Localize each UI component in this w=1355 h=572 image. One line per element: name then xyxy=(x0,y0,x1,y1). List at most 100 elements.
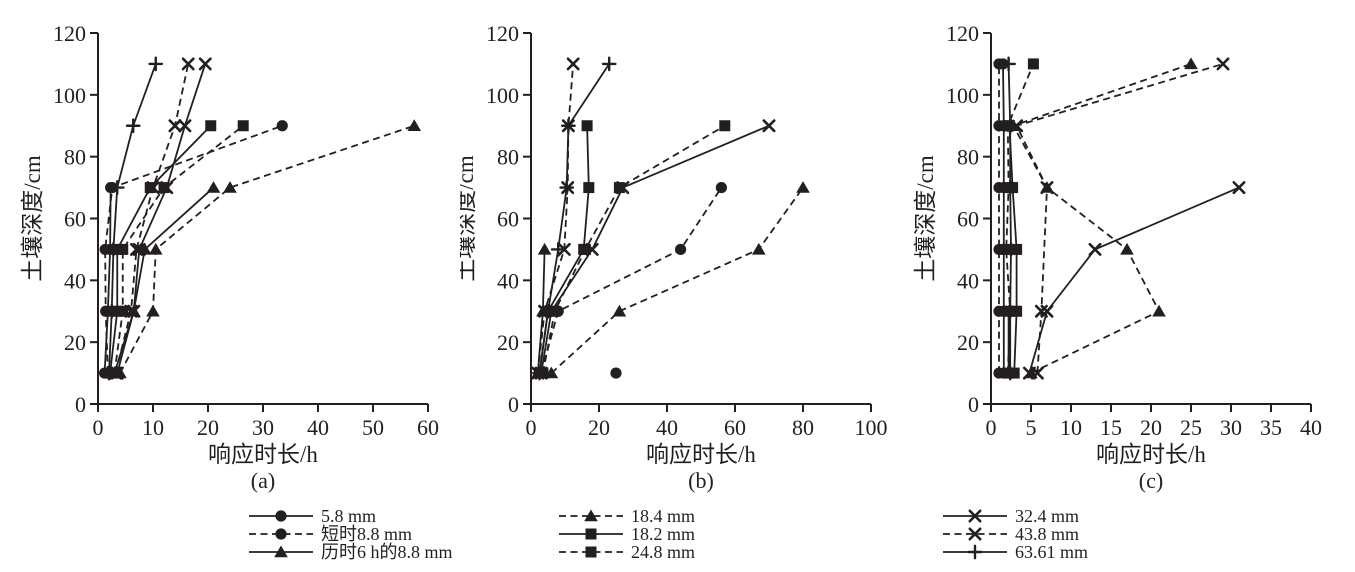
legend-swatch-circle-solid xyxy=(249,510,313,522)
x-marker xyxy=(146,181,160,195)
x-tick-label: 20 xyxy=(197,415,219,440)
circle-marker xyxy=(715,181,727,194)
series-63.61mm xyxy=(532,56,617,381)
y-tick-label: 120 xyxy=(53,21,86,46)
series-line xyxy=(1007,63,1012,374)
plus-marker xyxy=(148,56,164,72)
y-tick-label: 60 xyxy=(497,207,519,232)
triangle-marker xyxy=(223,181,237,193)
series-line xyxy=(103,187,112,374)
y-tick-label: 20 xyxy=(497,330,519,355)
triangle-marker xyxy=(584,509,598,522)
y-tick-label: 100 xyxy=(486,83,519,108)
triangle-marker xyxy=(752,242,766,255)
plus-marker xyxy=(101,365,117,381)
x-marker xyxy=(1088,242,1102,256)
series-line xyxy=(550,187,804,374)
square-marker xyxy=(585,546,597,558)
panel-sublabel: (a) xyxy=(251,468,275,493)
legend-swatch-circle-dashed xyxy=(249,528,313,540)
series-line xyxy=(540,187,723,374)
x-marker xyxy=(1034,304,1048,318)
panel-c: 0 20 40 60 80 100 120 0 5 10 15 20 25 30 35 40 响应时长/h 土壤深… xyxy=(913,21,1322,493)
x-tick-label: 30 xyxy=(1220,415,1242,440)
series-line xyxy=(538,63,610,374)
legend-item-18.2mm: 18.2 mm xyxy=(558,525,695,543)
x-tick-label: 40 xyxy=(1300,415,1322,440)
legend-swatch-square-dashed xyxy=(559,546,623,558)
circle-marker xyxy=(99,243,111,256)
legend-swatch-square-solid xyxy=(559,528,623,540)
y-tick-label: 100 xyxy=(53,83,86,108)
y-tick-label: 0 xyxy=(508,392,519,417)
x-tick-label: 40 xyxy=(307,415,329,440)
series-32.4mm xyxy=(534,119,776,380)
legend-swatch-triangle-solid xyxy=(249,545,313,558)
series-短时8.8mm xyxy=(993,58,1005,379)
axes xyxy=(530,33,871,405)
series-43.8mm xyxy=(109,57,195,380)
plus-marker xyxy=(601,56,617,72)
y-axis-label: 土壤深度/cm xyxy=(913,155,938,282)
x-marker xyxy=(181,57,195,71)
series-63.61mm xyxy=(1001,56,1019,381)
x-marker xyxy=(616,181,630,195)
triangle-marker xyxy=(148,242,163,255)
y-axis-label: 土壤深度/cm xyxy=(20,155,45,282)
square-marker xyxy=(583,182,595,194)
series-line xyxy=(542,124,726,374)
legend-label: 18.4 mm xyxy=(631,506,696,526)
square-marker xyxy=(581,120,593,132)
series-line xyxy=(113,186,215,374)
x-marker xyxy=(130,242,143,256)
series-18.4mm xyxy=(544,181,810,379)
series-18.4mm xyxy=(113,119,422,379)
legend-swatch-x-dashed xyxy=(943,527,1007,541)
x-tick-label: 50 xyxy=(362,415,384,440)
legend-label: 63.61 mm xyxy=(1015,542,1089,562)
square-marker xyxy=(585,528,597,540)
legend-label: 32.4 mm xyxy=(1015,506,1080,526)
series-line xyxy=(1002,63,1005,374)
circle-marker xyxy=(675,243,687,256)
triangle-marker xyxy=(146,304,160,317)
square-marker xyxy=(237,120,249,132)
x-marker xyxy=(566,57,580,71)
y-tick-label: 20 xyxy=(64,330,86,355)
legend-item-63.61mm: 63.61 mm xyxy=(942,543,1088,561)
triangle-marker xyxy=(537,242,552,255)
triangle-marker xyxy=(1152,304,1166,317)
x-axis-label: 响应时长/h xyxy=(1096,442,1206,467)
x-tick-label: 5 xyxy=(1026,415,1037,440)
x-marker xyxy=(968,509,982,523)
x-tick-label: 0 xyxy=(986,415,997,440)
square-marker xyxy=(579,243,591,255)
legend-label: 24.8 mm xyxy=(631,542,696,562)
series-24.8mm xyxy=(537,120,731,379)
y-tick-label: 0 xyxy=(968,392,979,417)
plus-marker xyxy=(1002,118,1018,134)
square-marker xyxy=(117,243,129,255)
legend-label: 历时6 h的8.8 mm xyxy=(321,542,453,562)
y-tick-label: 20 xyxy=(957,330,979,355)
circle-marker xyxy=(610,367,622,379)
x-tick-label: 40 xyxy=(656,415,678,440)
series-63.61mm xyxy=(101,56,164,381)
y-tick-label: 80 xyxy=(64,145,86,170)
plus-marker xyxy=(540,303,556,319)
legend-item-32.4mm: 32.4 mm xyxy=(942,507,1088,525)
circle-marker xyxy=(993,58,1005,70)
circle-marker xyxy=(276,120,288,132)
y-tick-label: 0 xyxy=(75,392,86,417)
series-line xyxy=(119,124,415,374)
plus-marker xyxy=(550,242,566,257)
x-tick-label: 0 xyxy=(526,415,537,440)
series-line xyxy=(104,124,283,374)
x-marker xyxy=(1030,366,1044,380)
legend-label: 18.2 mm xyxy=(631,524,696,544)
x-marker xyxy=(198,57,212,71)
x-marker xyxy=(178,119,192,133)
plus-marker xyxy=(1001,56,1016,72)
series-line xyxy=(540,124,770,374)
